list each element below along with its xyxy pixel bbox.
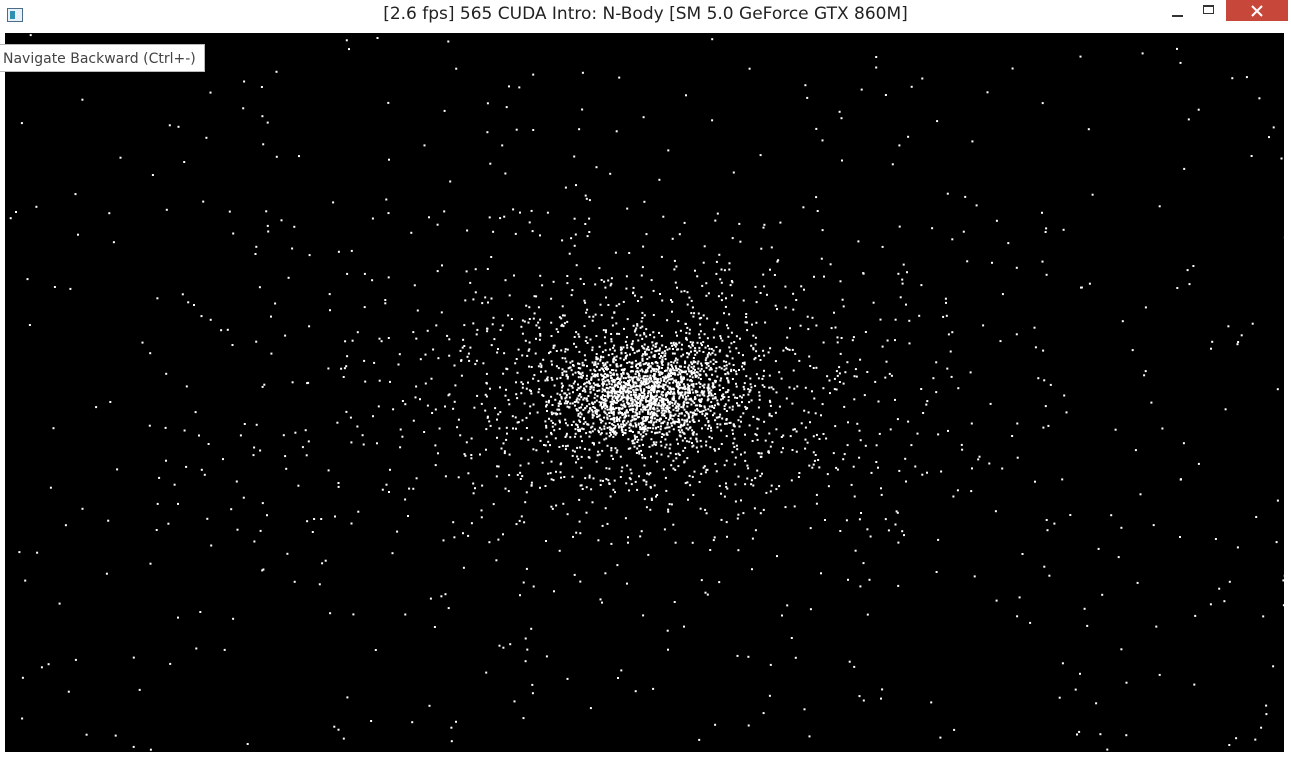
window-title: [2.6 fps] 565 CUDA Intro: N-Body [SM 5.0… bbox=[383, 4, 908, 24]
maximize-icon bbox=[1202, 5, 1214, 14]
title-bar[interactable]: [2.6 fps] 565 CUDA Intro: N-Body [SM 5.0… bbox=[0, 0, 1291, 32]
particle-field bbox=[9, 34, 1284, 751]
maximize-button[interactable] bbox=[1194, 0, 1222, 21]
tooltip: Navigate Backward (Ctrl+-) bbox=[0, 44, 205, 72]
simulation-viewport[interactable] bbox=[5, 33, 1284, 752]
app-icon-bar bbox=[10, 11, 15, 19]
close-button[interactable] bbox=[1226, 0, 1288, 21]
close-icon bbox=[1251, 4, 1263, 17]
minimize-button[interactable] bbox=[1160, 0, 1194, 21]
minimize-icon bbox=[1171, 14, 1183, 17]
app-window-icon[interactable] bbox=[7, 8, 23, 22]
